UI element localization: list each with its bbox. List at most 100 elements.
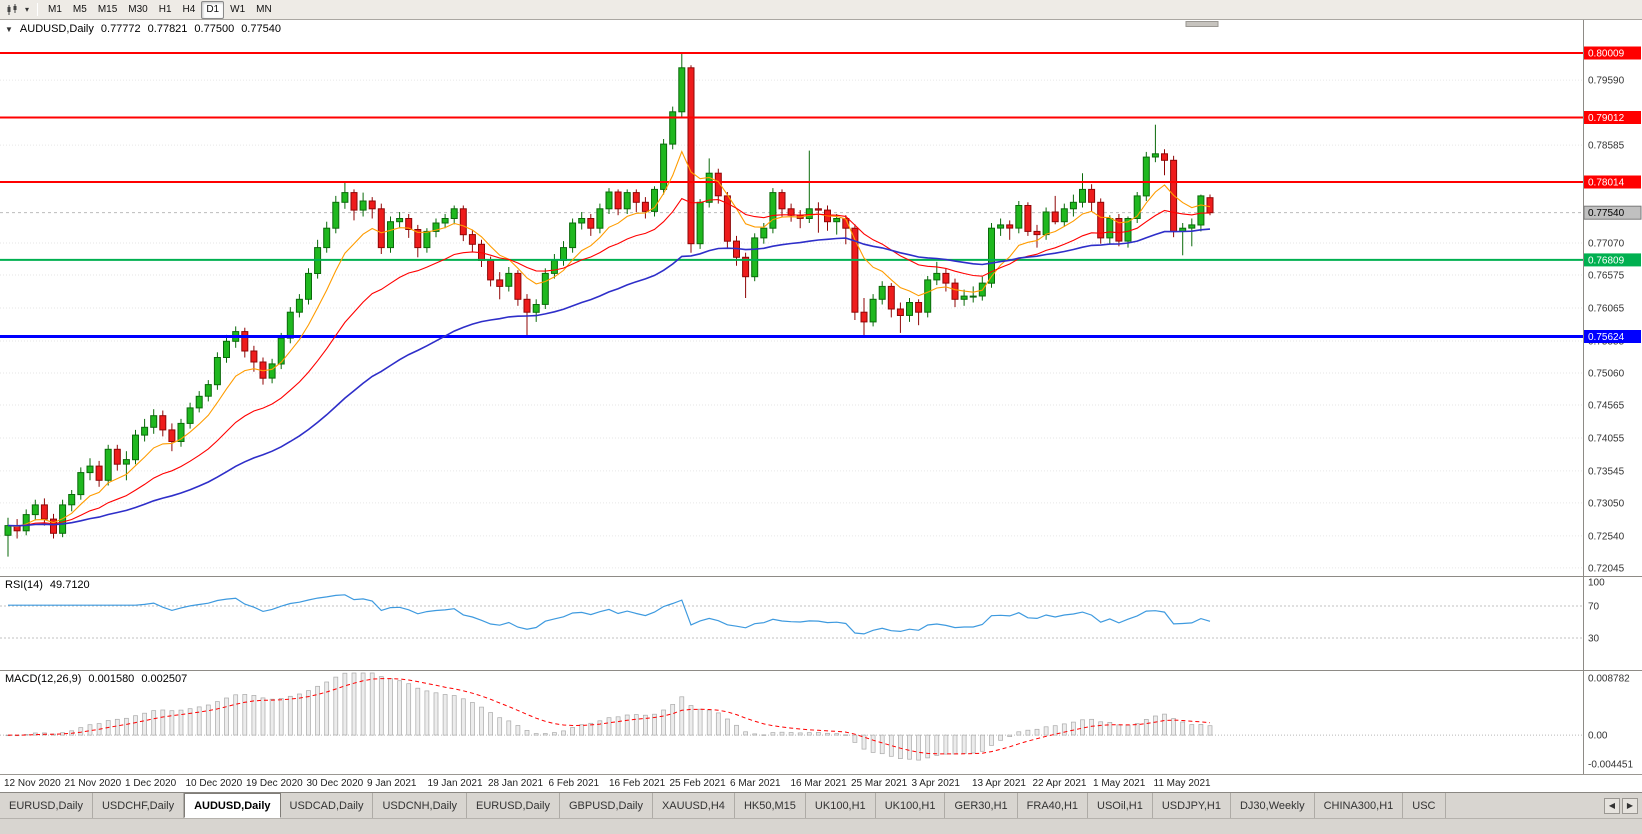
- svg-text:0.73545: 0.73545: [1588, 466, 1625, 477]
- date-label: 22 Apr 2021: [1032, 778, 1087, 789]
- chart-hscrollbar-thumb: [1185, 21, 1219, 27]
- rsi-label: RSI(14) 49.7120: [5, 579, 90, 591]
- svg-text:30: 30: [1588, 634, 1600, 645]
- toolbar-separator: [37, 3, 39, 16]
- date-label: 10 Dec 2020: [185, 778, 243, 789]
- svg-text:0.008782: 0.008782: [1588, 674, 1630, 685]
- macd-main-value: 0.001580: [88, 673, 135, 685]
- timeframe-button-m1[interactable]: M1: [48, 3, 62, 15]
- svg-text:0.79590: 0.79590: [1588, 76, 1625, 87]
- symbol-tab-usdchf-daily[interactable]: USDCHF,Daily: [93, 793, 185, 818]
- date-label: 12 Nov 2020: [4, 778, 61, 789]
- symbol-tab-fra40-h1[interactable]: FRA40,H1: [1018, 793, 1089, 818]
- symbol-tab-audusd-daily[interactable]: AUDUSD,Daily: [184, 793, 281, 818]
- date-label: 3 Apr 2021: [911, 778, 960, 789]
- symbol-tab-china300-h1[interactable]: CHINA300,H1: [1315, 793, 1404, 818]
- date-label: 1 May 2021: [1093, 778, 1146, 789]
- date-label: 25 Mar 2021: [851, 778, 908, 789]
- symbol-tab-eurusd-daily[interactable]: EURUSD,Daily: [467, 793, 560, 818]
- symbol-tab-uk100-h1[interactable]: UK100,H1: [806, 793, 876, 818]
- svg-text:0.74055: 0.74055: [1588, 434, 1625, 445]
- macd-panel: 0.008782 0.00 -0.004451 MACD(12,26,9) 0.00…: [0, 670, 1642, 774]
- timeframe-button-m5[interactable]: M5: [72, 3, 87, 15]
- main-toolbar: ▾ M1 M5 M15 M30 H1 H4 D1 W1 MN: [0, 0, 1642, 20]
- date-axis[interactable]: 12 Nov 2020 21 Nov 2020 1 Dec 2020 10 Dec 2…: [0, 774, 1642, 792]
- macd-label: MACD(12,26,9) 0.001580 0.002507: [5, 673, 187, 685]
- svg-text:0.77070: 0.77070: [1588, 239, 1625, 250]
- date-label: 16 Mar 2021: [790, 778, 847, 789]
- svg-text:70: 70: [1588, 602, 1600, 613]
- symbol-tab-usoil-h1[interactable]: USOil,H1: [1088, 793, 1153, 818]
- symbol-tab-gbpusd-daily[interactable]: GBPUSD,Daily: [560, 793, 653, 818]
- timeframe-button-m15[interactable]: M15: [97, 3, 118, 15]
- rsi-indicator-value: 49.7120: [49, 579, 90, 591]
- svg-text:-0.004451: -0.004451: [1588, 760, 1633, 771]
- date-label: 6 Feb 2021: [548, 778, 600, 789]
- chart-open-value: 0.77772: [100, 23, 141, 35]
- rsi-canvas[interactable]: 100 70 30: [0, 576, 1642, 670]
- svg-text:0.78014: 0.78014: [1588, 178, 1625, 189]
- svg-text:0.75060: 0.75060: [1588, 369, 1625, 380]
- date-label: 1 Dec 2020: [125, 778, 177, 789]
- macd-indicator-name: MACD(12,26,9): [5, 673, 82, 685]
- timeframe-button-mn[interactable]: MN: [256, 3, 272, 15]
- date-label: 21 Nov 2020: [64, 778, 122, 789]
- date-label: 9 Jan 2021: [367, 778, 417, 789]
- symbol-tab-hk50-m15[interactable]: HK50,M15: [735, 793, 806, 818]
- svg-text:0.73050: 0.73050: [1588, 498, 1625, 509]
- chart-type-dropdown-icon[interactable]: ▾: [25, 5, 30, 14]
- timeframe-button-w1[interactable]: W1: [230, 3, 246, 15]
- date-label: 13 Apr 2021: [972, 778, 1026, 789]
- tabs-scroll-left-button[interactable]: ◀: [1604, 797, 1620, 814]
- date-label: 6 Mar 2021: [730, 778, 781, 789]
- macd-signal-value: 0.002507: [141, 673, 188, 685]
- rsi-indicator-name: RSI(14): [5, 579, 43, 591]
- macd-canvas[interactable]: 0.008782 0.00 -0.004451: [0, 670, 1642, 774]
- date-label: 25 Feb 2021: [669, 778, 726, 789]
- svg-text:0.79012: 0.79012: [1588, 113, 1625, 124]
- svg-text:0.76065: 0.76065: [1588, 304, 1625, 315]
- rsi-panel: 100 70 30 RSI(14) 49.7120: [0, 576, 1642, 670]
- svg-text:0.72540: 0.72540: [1588, 531, 1625, 542]
- date-label: 19 Dec 2020: [246, 778, 303, 789]
- svg-text:0.74565: 0.74565: [1588, 401, 1625, 412]
- symbol-tab-uk100-h1[interactable]: UK100,H1: [876, 793, 946, 818]
- chart-high-value: 0.77821: [147, 23, 188, 35]
- svg-text:0.76575: 0.76575: [1588, 271, 1625, 282]
- symbol-tab-usdcnh-daily[interactable]: USDCNH,Daily: [373, 793, 468, 818]
- symbol-tab-usdcad-daily[interactable]: USDCAD,Daily: [281, 793, 374, 818]
- symbol-tab-dj30-weekly[interactable]: DJ30,Weekly: [1231, 793, 1315, 818]
- bottom-strip: [0, 818, 1642, 834]
- timeframe-button-h4[interactable]: H4: [182, 3, 196, 15]
- symbol-tab-eurusd-daily[interactable]: EURUSD,Daily: [0, 793, 93, 818]
- symbol-tab-xauusd-h4[interactable]: XAUUSD,H4: [653, 793, 735, 818]
- timeframe-button-d1[interactable]: D1: [201, 0, 225, 19]
- chart-low-value: 0.77500: [194, 23, 235, 35]
- svg-text:0.76809: 0.76809: [1588, 255, 1625, 266]
- chart-collapse-icon[interactable]: ▼: [5, 24, 13, 34]
- symbol-tab-usc[interactable]: USC: [1403, 793, 1446, 818]
- svg-text:0.78585: 0.78585: [1588, 141, 1625, 152]
- timeframe-group: M1 M5 M15 M30 H1 H4 D1 W1 MN: [43, 0, 277, 19]
- date-label: 11 May 2021: [1153, 778, 1211, 789]
- symbol-tabbar: EURUSD,Daily USDCHF,Daily AUDUSD,Daily USDC…: [0, 792, 1642, 818]
- main-chart-panel: 0.795900.785850.770700.765750.760650.755…: [0, 20, 1642, 576]
- main-chart-canvas[interactable]: 0.795900.785850.770700.765750.760650.755…: [0, 20, 1642, 576]
- svg-text:0.77540: 0.77540: [1588, 208, 1625, 219]
- svg-text:0.80009: 0.80009: [1588, 49, 1625, 60]
- chart-ohlc-label: ▼ AUDUSD,Daily 0.77772 0.77821 0.77500 0…: [5, 23, 281, 35]
- date-label: 16 Feb 2021: [609, 778, 666, 789]
- timeframe-button-h1[interactable]: H1: [158, 3, 172, 15]
- symbol-tab-ger30-h1[interactable]: GER30,H1: [945, 793, 1018, 818]
- date-label: 28 Jan 2021: [488, 778, 544, 789]
- chart-type-icon[interactable]: [4, 3, 22, 16]
- chart-close-value: 0.77540: [241, 23, 281, 35]
- chart-symbol-label: AUDUSD,Daily: [19, 23, 94, 35]
- date-label: 19 Jan 2021: [427, 778, 483, 789]
- tabs-scroll-right-button[interactable]: ▶: [1622, 797, 1638, 814]
- symbol-tab-usdjpy-h1[interactable]: USDJPY,H1: [1153, 793, 1231, 818]
- tab-scroll-arrows: ◀ ▶: [1600, 793, 1642, 818]
- date-label: 30 Dec 2020: [306, 778, 364, 789]
- timeframe-button-m30[interactable]: M30: [128, 3, 148, 15]
- symbol-tabs: EURUSD,Daily USDCHF,Daily AUDUSD,Daily USDC…: [0, 793, 1600, 818]
